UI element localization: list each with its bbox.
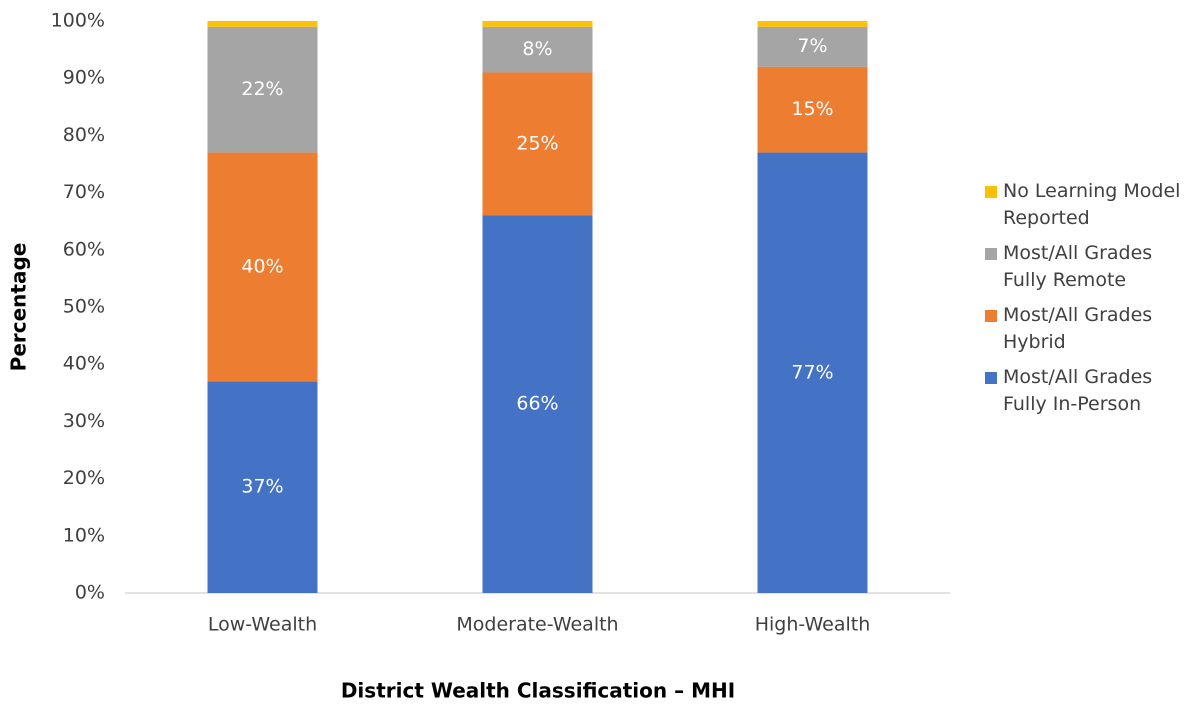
- data-label: 40%: [241, 255, 283, 277]
- data-label: 66%: [516, 393, 558, 415]
- data-label: 15%: [791, 98, 833, 120]
- legend-label: No Learning Model Reported: [1003, 180, 1181, 229]
- y-axis-title: Percentage: [7, 243, 31, 372]
- bar-segment: [757, 66, 868, 153]
- bar-segment: [482, 72, 593, 216]
- legend-label: Most/All Grades Hybrid: [1003, 304, 1153, 353]
- y-tick-label: 80%: [63, 124, 105, 146]
- y-tick-label: 20%: [63, 467, 105, 489]
- legend-entry: Most/All Grades Fully Remote: [985, 240, 1195, 294]
- y-tick-label: 40%: [63, 353, 105, 375]
- y-tick-label: 50%: [63, 296, 105, 318]
- legend-entry: Most/All Grades Fully In-Person: [985, 364, 1195, 418]
- y-tick-label: 10%: [63, 524, 105, 546]
- bar-segment: [207, 21, 318, 27]
- bar-segment: [482, 215, 593, 594]
- bar-segment: [207, 26, 318, 153]
- x-axis-title: District Wealth Classification – MHI: [341, 679, 735, 703]
- legend-label: Most/All Grades Fully Remote: [1003, 242, 1153, 291]
- data-label: 8%: [522, 38, 552, 60]
- bar-segment: [482, 21, 593, 27]
- legend-entry: Most/All Grades Hybrid: [985, 302, 1195, 356]
- data-label: 37%: [241, 476, 283, 498]
- legend-entry: No Learning Model Reported: [985, 178, 1195, 232]
- legend: No Learning Model Reported Most/All Grade…: [985, 178, 1195, 426]
- bar-segment: [207, 152, 318, 382]
- y-tick-label: 0%: [75, 582, 105, 604]
- x-tick-label: High-Wealth: [755, 614, 871, 636]
- y-tick-label: 60%: [63, 238, 105, 260]
- y-tick-label: 30%: [63, 410, 105, 432]
- y-tick-label: 70%: [63, 181, 105, 203]
- bar-segment: [757, 21, 868, 27]
- y-tick-label: 90%: [63, 67, 105, 89]
- data-label: 77%: [791, 361, 833, 383]
- bar-segment: [482, 26, 593, 73]
- legend-swatch: [985, 248, 997, 260]
- data-label: 7%: [797, 35, 827, 57]
- data-label: 22%: [241, 78, 283, 100]
- x-tick-label: Moderate-Wealth: [456, 614, 618, 636]
- y-tick-label: 100%: [51, 10, 105, 32]
- x-tick-label: Low-Wealth: [208, 614, 317, 636]
- legend-swatch: [985, 186, 997, 198]
- legend-swatch: [985, 372, 997, 384]
- bar-segment: [757, 26, 868, 67]
- data-label: 25%: [516, 132, 558, 154]
- legend-swatch: [985, 310, 997, 322]
- bar-segment: [757, 152, 868, 593]
- legend-label: Most/All Grades Fully In-Person: [1003, 366, 1153, 415]
- bar-segment: [207, 381, 318, 593]
